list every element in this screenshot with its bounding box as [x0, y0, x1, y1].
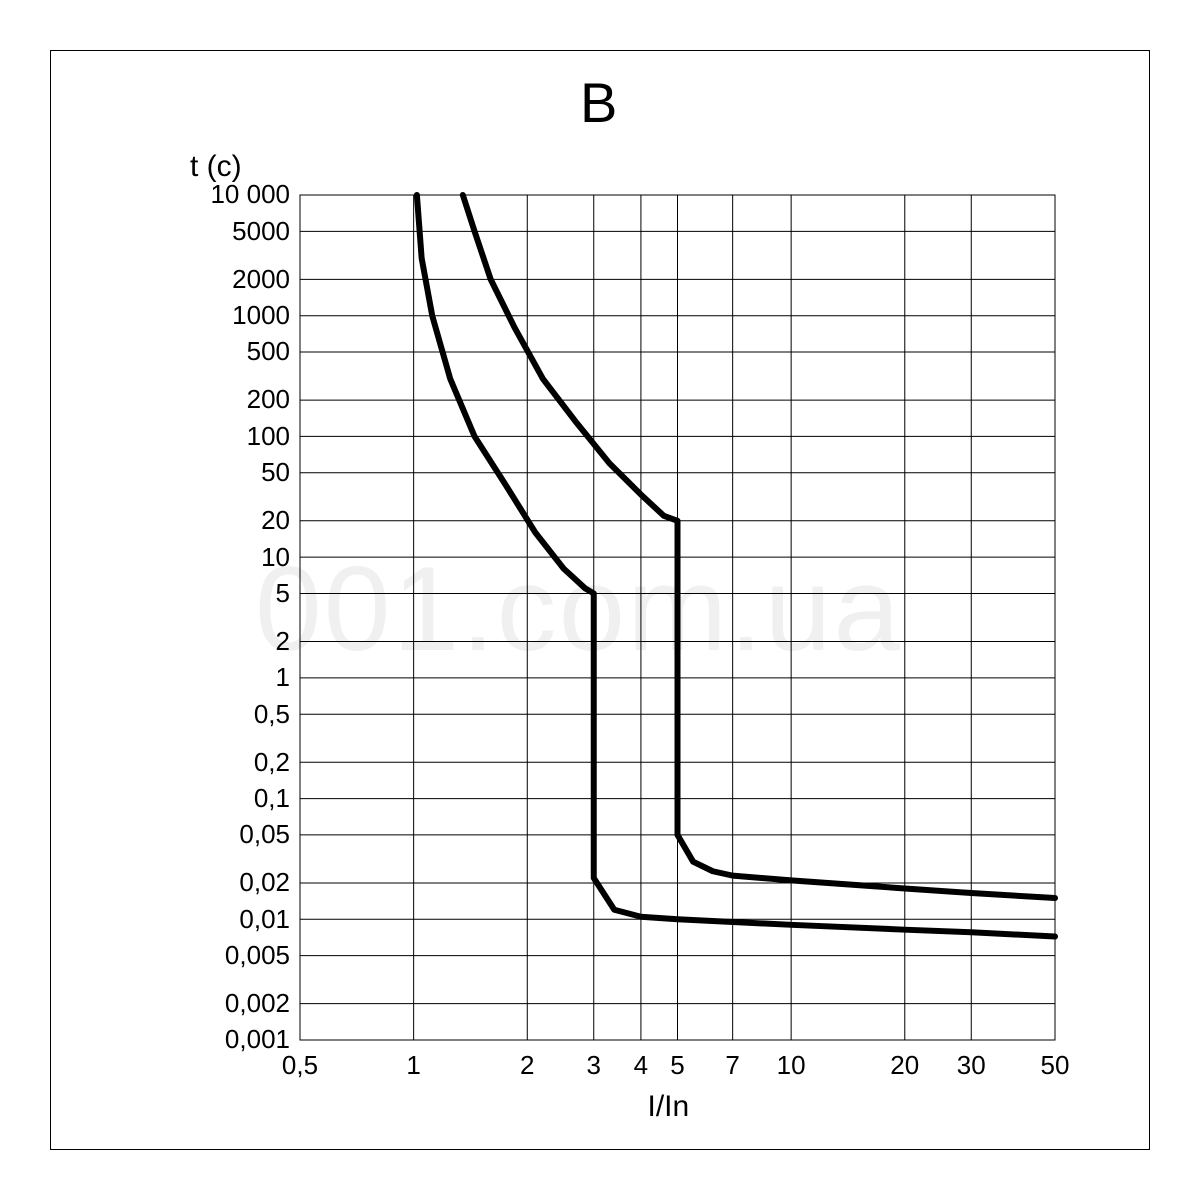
- y-tick-label: 10 000: [170, 179, 290, 210]
- x-tick-label: 1: [384, 1050, 444, 1081]
- y-tick-label: 2000: [170, 264, 290, 295]
- x-tick-label: 30: [941, 1050, 1001, 1081]
- y-tick-label: 10: [170, 542, 290, 573]
- x-tick-label: 10: [761, 1050, 821, 1081]
- x-tick-label: 50: [1025, 1050, 1085, 1081]
- y-tick-label: 5000: [170, 216, 290, 247]
- y-tick-label: 20: [170, 505, 290, 536]
- y-tick-label: 0,01: [170, 904, 290, 935]
- y-tick-label: 0,1: [170, 783, 290, 814]
- y-tick-label: 0,02: [170, 867, 290, 898]
- x-tick-label: 20: [875, 1050, 935, 1081]
- page: B t (c) I/In 001.com.ua 10 0005000200010…: [0, 0, 1200, 1200]
- x-tick-label: 2: [497, 1050, 557, 1081]
- y-tick-label: 2: [170, 626, 290, 657]
- x-tick-label: 7: [703, 1050, 763, 1081]
- y-tick-label: 100: [170, 421, 290, 452]
- x-tick-label: 5: [648, 1050, 708, 1081]
- x-tick-label: 0,5: [270, 1050, 330, 1081]
- y-tick-label: 500: [170, 336, 290, 367]
- y-tick-label: 0,2: [170, 747, 290, 778]
- y-tick-label: 200: [170, 384, 290, 415]
- watermark-text: 001.com.ua: [255, 540, 902, 678]
- y-tick-label: 50: [170, 457, 290, 488]
- y-tick-label: 0,005: [170, 940, 290, 971]
- y-tick-label: 1000: [170, 300, 290, 331]
- chart-title: B: [580, 70, 617, 135]
- y-tick-label: 1: [170, 662, 290, 693]
- x-axis-title: I/In: [648, 1090, 690, 1124]
- y-tick-label: 0,05: [170, 819, 290, 850]
- y-tick-label: 0,002: [170, 988, 290, 1019]
- y-tick-label: 5: [170, 578, 290, 609]
- y-tick-label: 0,5: [170, 699, 290, 730]
